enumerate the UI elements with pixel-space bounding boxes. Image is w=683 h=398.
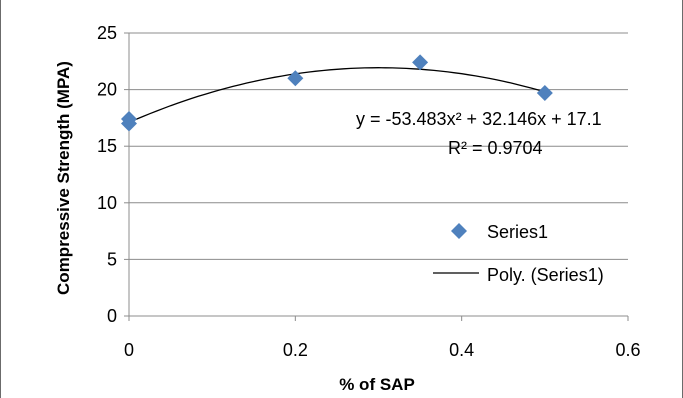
points-layer: [121, 54, 553, 132]
y-tick-label: 5: [107, 249, 117, 269]
axis-layer: [124, 32, 629, 321]
y-tick-label: 15: [97, 136, 117, 156]
trendline-layer: [128, 67, 545, 123]
x-tick-label: 0.2: [283, 340, 308, 360]
y-tick-label: 25: [97, 23, 117, 43]
trendline-equation: y = -53.483x² + 32.146x + 17.1: [356, 109, 602, 129]
legend-trendline-label: Poly. (Series1): [487, 265, 604, 285]
r-squared-label: R² = 0.9704: [448, 138, 543, 158]
y-tick-label: 10: [97, 193, 117, 213]
x-tick-label: 0.6: [615, 340, 640, 360]
data-point: [536, 84, 553, 101]
legend: Series1 Poly. (Series1): [433, 222, 604, 285]
trendline-curve: [128, 67, 545, 123]
x-axis-title: % of SAP: [339, 375, 415, 394]
x-tick-label: 0.4: [449, 340, 474, 360]
y-tick-label: 0: [107, 306, 117, 326]
legend-series1-label: Series1: [487, 222, 548, 242]
data-point: [412, 54, 429, 71]
legend-series1-marker: [451, 223, 467, 239]
data-point: [287, 70, 304, 87]
tick-labels-layer: 0 5 10 15 20 25 0 0.2 0.4 0.6: [97, 23, 641, 360]
x-tick-label: 0: [124, 340, 134, 360]
data-point: [121, 111, 137, 128]
grid-layer: [129, 32, 628, 260]
y-tick-label: 20: [97, 80, 117, 100]
y-axis-title: Compressive Strength (MPA): [54, 61, 73, 295]
